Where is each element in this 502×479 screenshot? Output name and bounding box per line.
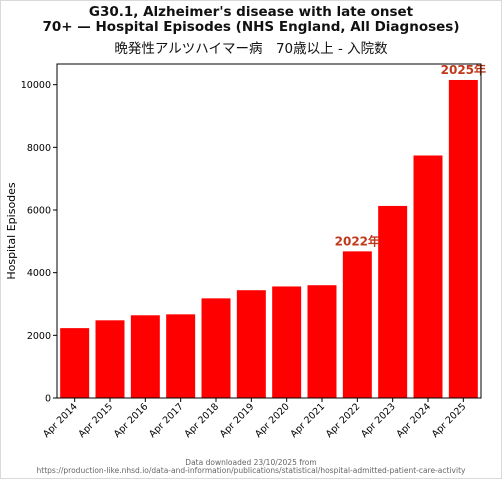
x-tick-label: Apr 2020 (253, 401, 292, 440)
x-tick-label: Apr 2019 (218, 401, 257, 440)
bar (272, 286, 302, 398)
bar (236, 290, 266, 398)
y-axis-label: Hospital Episodes (5, 182, 18, 280)
x-tick-label: Apr 2022 (324, 401, 363, 440)
x-tick-label: Apr 2023 (359, 401, 398, 440)
y-tick-label: 2000 (27, 331, 51, 342)
bar (413, 155, 443, 398)
bar (342, 251, 372, 398)
x-tick-label: Apr 2015 (76, 401, 115, 440)
bar-annotation: 2022年 (335, 233, 380, 248)
bar (201, 298, 231, 398)
chart-title-line1: G30.1, Alzheimer's disease with late ons… (88, 4, 414, 20)
bar (307, 285, 337, 398)
bar (95, 320, 125, 398)
chart-subtitle: 晩発性アルツハイマー病 70歳以上 - 入院数 (114, 41, 388, 57)
y-tick-label: 4000 (27, 268, 51, 279)
x-tick-label: Apr 2016 (112, 401, 151, 440)
bar (378, 205, 408, 398)
y-tick-label: 10000 (21, 80, 51, 91)
plot-area-border (56, 63, 482, 399)
y-axis: 0 2000 4000 6000 8000 10000 (21, 80, 57, 405)
bar-annotation: 2025年 (441, 62, 486, 77)
y-tick-label: 6000 (27, 206, 51, 217)
bar (166, 314, 196, 398)
x-tick-label: Apr 2024 (394, 401, 433, 440)
bar (60, 328, 90, 398)
chart-title-line2: 70+ — Hospital Episodes (NHS England, Al… (42, 19, 460, 35)
bars-group (60, 79, 478, 398)
y-tick-label: 8000 (27, 143, 51, 154)
x-tick-label: Apr 2014 (41, 401, 80, 440)
x-tick-label: Apr 2018 (182, 401, 221, 440)
bar (130, 315, 160, 398)
footer-download-note: Data downloaded 23/10/2025 from (185, 458, 317, 467)
x-tick-label: Apr 2025 (430, 401, 469, 440)
x-tick-label: Apr 2021 (288, 401, 327, 440)
y-tick-label: 0 (45, 394, 51, 405)
x-tick-label: Apr 2017 (147, 401, 186, 440)
bar (448, 79, 478, 398)
annotations-group: 2022年 2025年 (335, 62, 486, 248)
footer-source-url: https://production-like.nhsd.io/data-and… (36, 466, 466, 475)
